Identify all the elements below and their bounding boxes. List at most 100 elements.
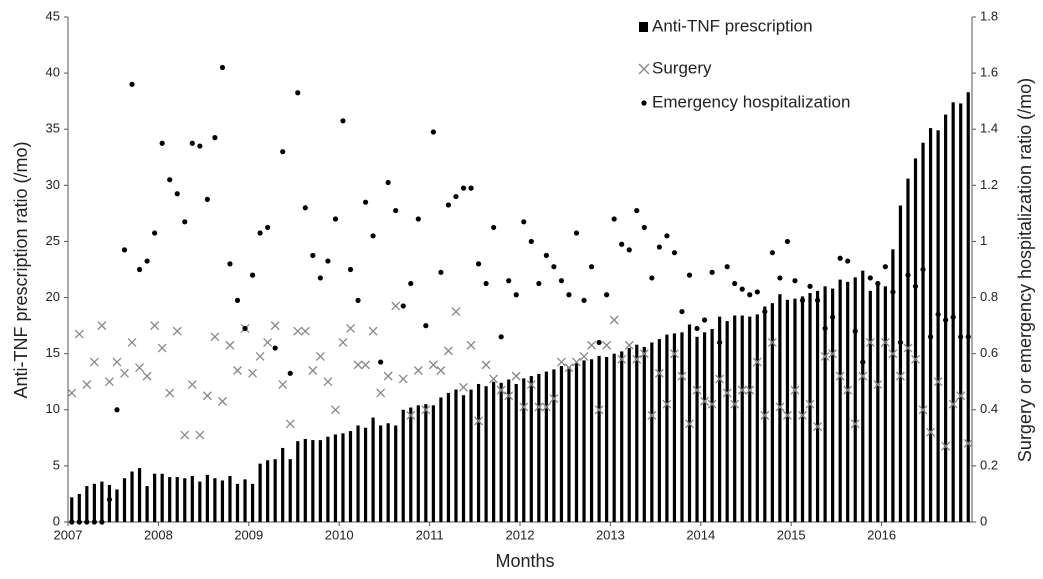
bar [529, 376, 533, 522]
hospitalization-marker [272, 345, 278, 351]
x-tick-label: 2011 [416, 527, 444, 542]
surgery-marker [210, 332, 220, 342]
surgery-marker [330, 405, 340, 415]
bar [439, 397, 443, 522]
bar [891, 249, 895, 523]
surgery-marker [187, 380, 197, 389]
hospitalization-marker [656, 244, 662, 250]
bar [733, 315, 737, 522]
bar [657, 339, 661, 522]
bar [311, 440, 315, 522]
hospitalization-marker [588, 264, 595, 270]
hospitalization-marker [513, 292, 519, 298]
surgery-marker [911, 354, 920, 364]
surgery-marker [835, 371, 845, 381]
bar [303, 438, 307, 522]
hospitalization-marker [837, 255, 843, 261]
bar [680, 332, 684, 522]
bar [785, 299, 790, 522]
bar [266, 460, 270, 522]
hospitalization-marker [76, 519, 82, 525]
hospitalization-marker [136, 266, 143, 273]
surgery-marker [233, 366, 242, 375]
bar [612, 353, 616, 522]
bar [898, 205, 903, 523]
surgery-marker [662, 399, 672, 409]
bar [220, 480, 225, 522]
hospitalization-marker [732, 280, 738, 287]
bar [906, 178, 910, 522]
surgery-marker [609, 315, 619, 325]
hospitalization-marker [671, 250, 678, 256]
bar [883, 286, 887, 522]
surgery-marker [594, 405, 604, 415]
hospitalization-marker [84, 519, 90, 525]
legend-text: Anti-TNF prescription [652, 16, 813, 35]
surgery-marker [745, 385, 755, 395]
bar [959, 103, 963, 523]
surgery-marker [647, 410, 657, 420]
surgery-marker [677, 371, 687, 381]
bar [356, 425, 360, 522]
hospitalization-marker [792, 278, 798, 284]
hospitalization-marker [852, 328, 858, 334]
bar [695, 336, 699, 522]
hospitalization-marker [227, 261, 233, 267]
hospitalization-marker [528, 238, 534, 245]
surgery-marker [828, 349, 838, 359]
surgery-marker [579, 352, 589, 361]
legend-swatch [639, 22, 648, 32]
hospitalization-marker [393, 207, 399, 214]
hospitalization-marker [475, 261, 482, 267]
bar [416, 405, 420, 522]
surgery-marker [104, 377, 114, 387]
legend-swatch [638, 63, 650, 75]
hospitalization-marker [362, 199, 369, 205]
hospitalization-marker [890, 289, 896, 295]
bar [288, 459, 292, 522]
surgery-marker [564, 363, 574, 373]
bar [748, 316, 752, 522]
surgery-marker [873, 380, 883, 389]
hospitalization-marker [739, 286, 745, 292]
bar [424, 404, 428, 522]
surgery-marker [300, 326, 310, 336]
surgery-marker [270, 321, 280, 331]
surgery-marker [383, 371, 393, 381]
bar [107, 484, 112, 522]
surgery-marker [707, 399, 717, 409]
surgery-marker [436, 366, 446, 375]
surgery-marker [406, 410, 416, 420]
hospitalization-marker [332, 216, 339, 222]
surgery-marker [74, 329, 84, 339]
surgery-marker [172, 326, 182, 336]
surgery-marker [865, 337, 875, 347]
legend-text: Surgery [652, 58, 712, 77]
bar [574, 362, 579, 522]
bar [228, 475, 232, 522]
hospitalization-marker [438, 269, 444, 275]
x-tick-label: 2015 [777, 527, 806, 542]
y2-tick-label: 1.2 [980, 177, 998, 192]
surgery-marker [534, 402, 544, 412]
bar [198, 481, 202, 522]
surgery-marker [293, 326, 303, 336]
surgery-marker [700, 396, 710, 406]
surgery-marker [602, 340, 612, 350]
y2-axis-title: Surgery or emergency hospitalization rat… [1015, 78, 1035, 462]
bar [921, 142, 925, 522]
bar [620, 351, 624, 522]
bar [205, 474, 209, 522]
hospitalization-marker [491, 224, 497, 231]
bar [544, 371, 548, 522]
hospitalization-marker [430, 129, 436, 135]
bar [92, 483, 96, 522]
hospitalization-marker [280, 149, 286, 155]
surgery-marker [308, 366, 318, 375]
hospitalization-marker [219, 64, 226, 71]
surgery-marker [135, 363, 145, 373]
hospitalization-marker [385, 179, 391, 186]
hospitalization-marker [694, 325, 700, 332]
surgery-marker [888, 349, 898, 359]
